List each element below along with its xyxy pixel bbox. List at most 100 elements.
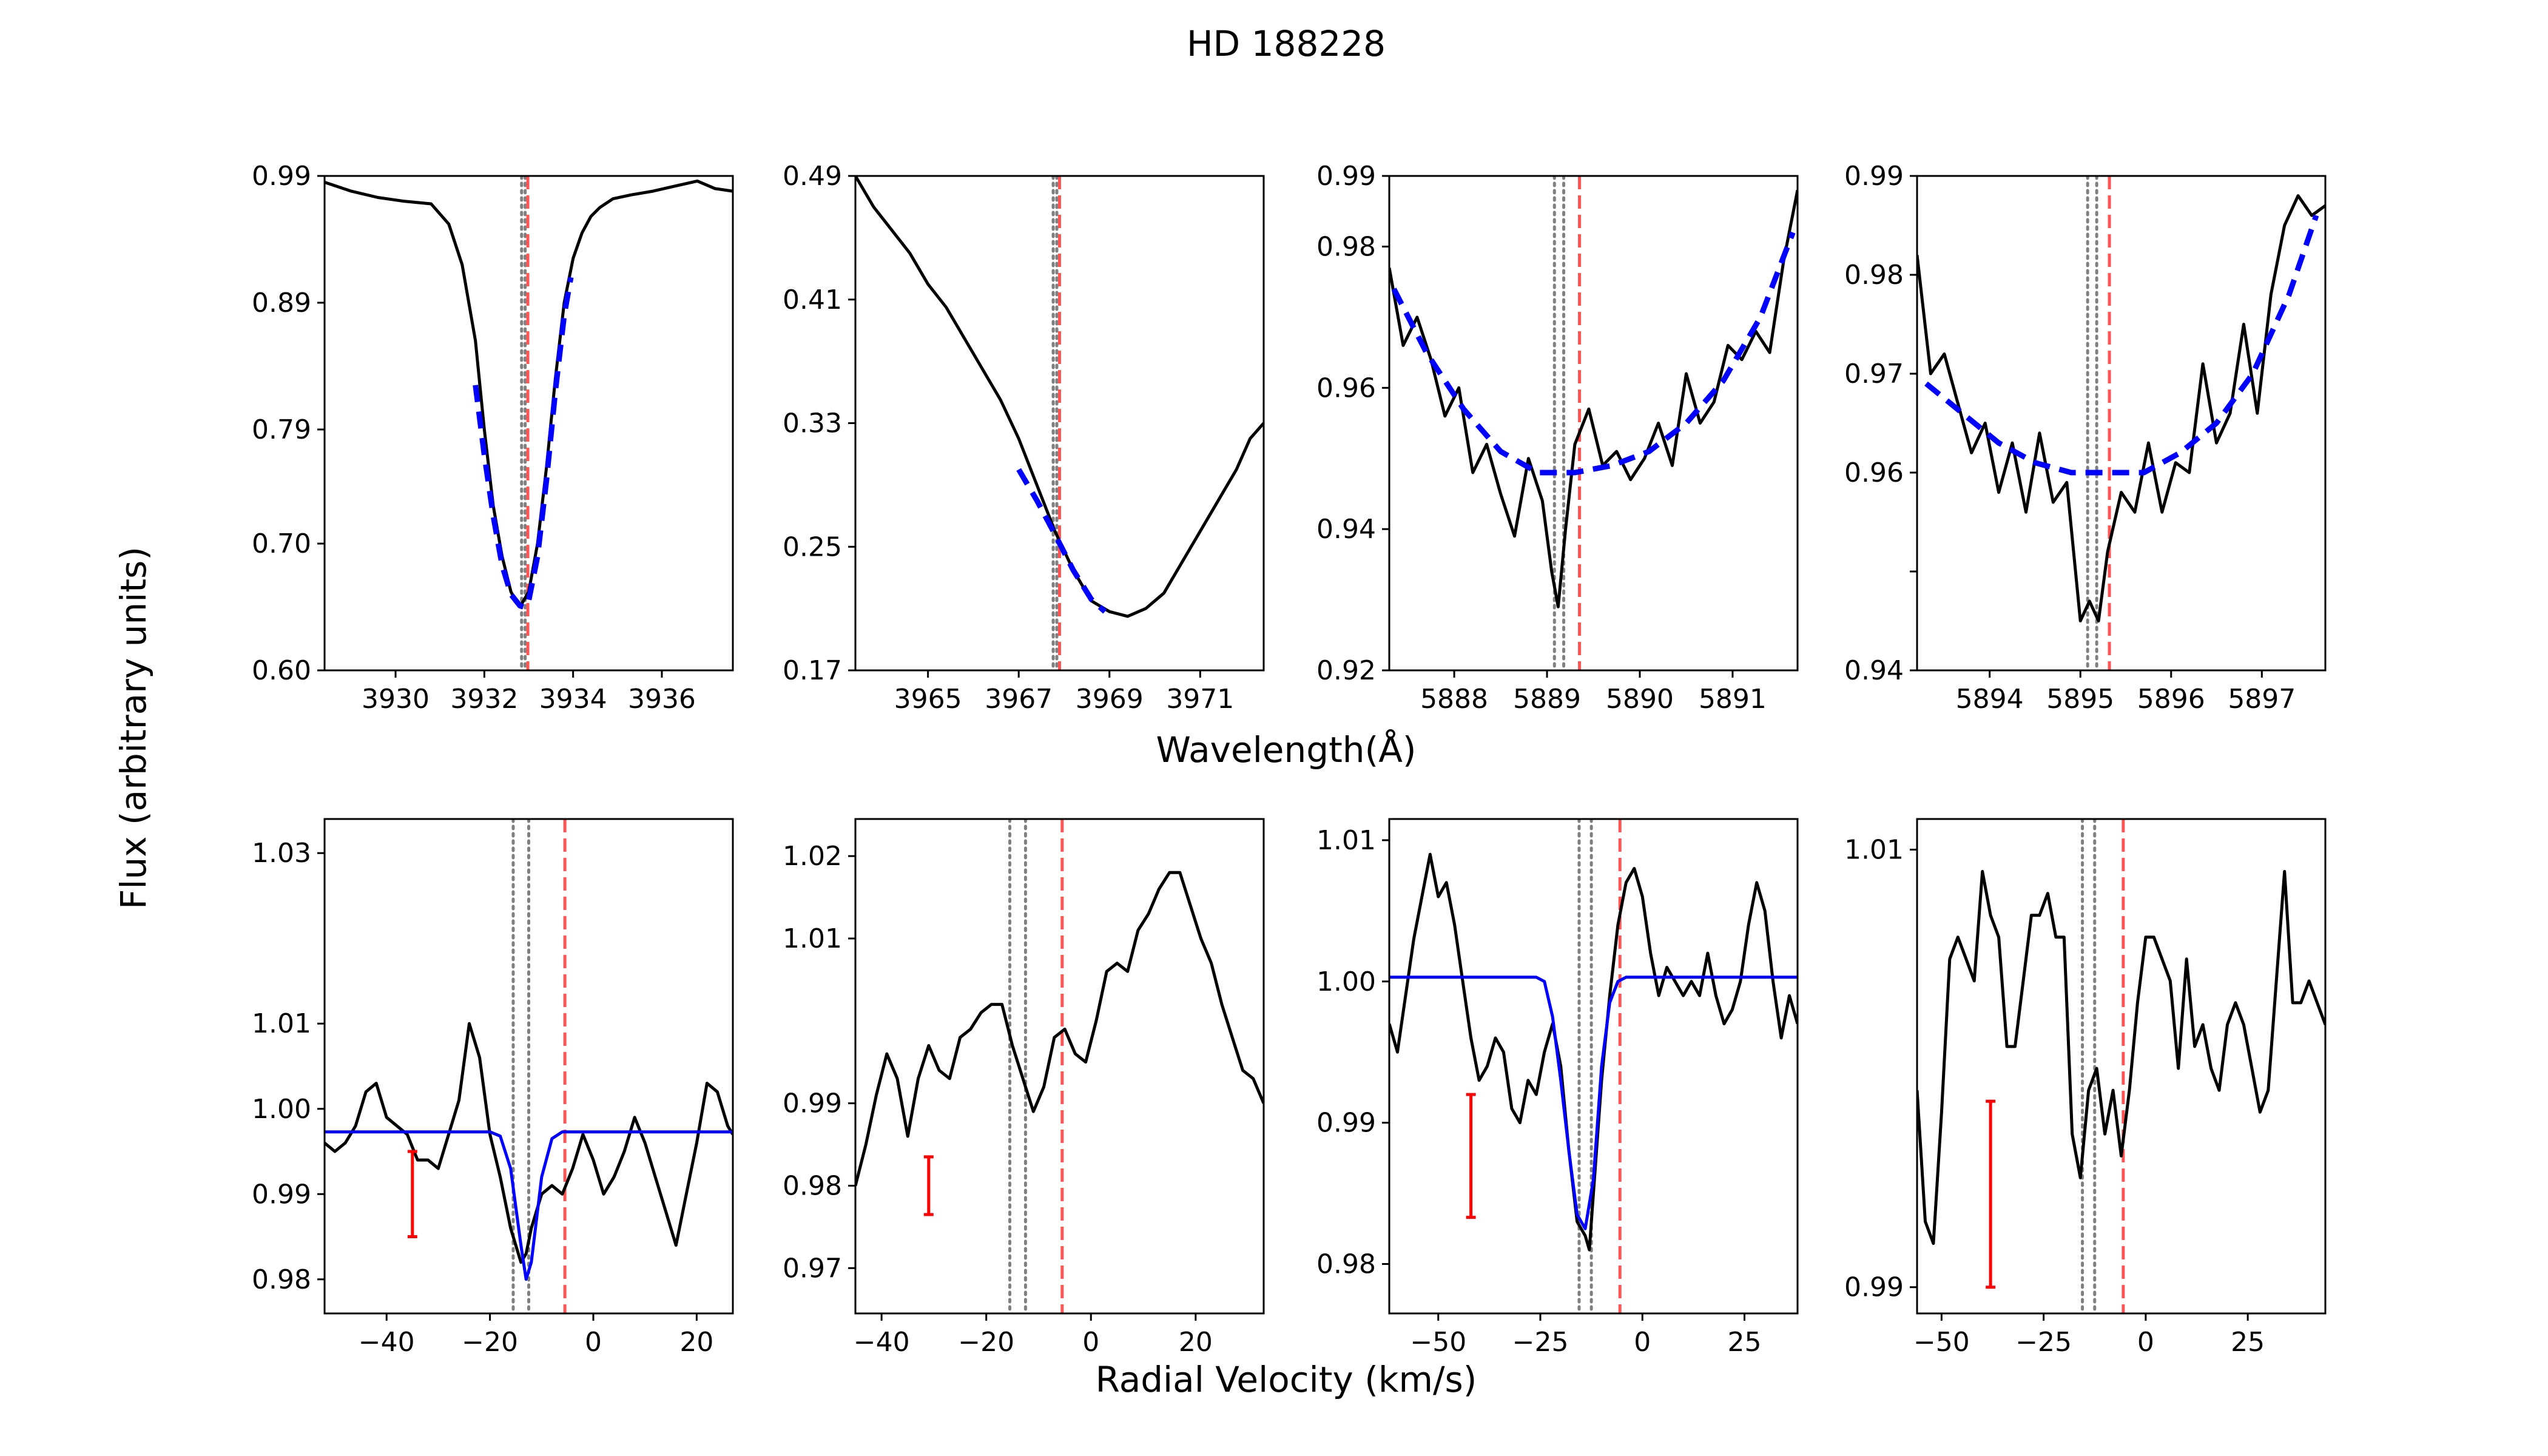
x-tick-label: 20	[679, 1327, 713, 1358]
y-tick-label: 0.33	[783, 408, 842, 439]
x-tick-label: 5888	[1420, 684, 1488, 715]
y-tick-label: 0.99	[1844, 1272, 1904, 1303]
y-tick-label: 0.94	[1844, 655, 1904, 686]
spectrum-line	[1917, 194, 2325, 622]
y-tick-label: 0.89	[252, 288, 311, 318]
spectrum-line	[1917, 870, 2325, 1245]
panel-bottom-1: −40 −20 0 20 0.98 0.99 1.00 1.01 1.03	[252, 818, 734, 1358]
plot-area-bottom-1	[325, 819, 733, 1313]
panels: 3930 3932 3934 3936 0.60 0.70 0.79 0.89 0.99 3965…	[252, 161, 2327, 1358]
axes-frame	[1916, 818, 2327, 1315]
axes-frame	[1916, 175, 2327, 672]
x-tick-label: 3967	[985, 684, 1053, 715]
plot-area-top-3	[1389, 176, 1798, 670]
x-tick-label: 5897	[2228, 684, 2296, 715]
panel-top-4: 5894 5895 5896 5897 0.94 0.96 0.97 0.98 0.99	[1844, 161, 2327, 715]
axes-frame	[323, 818, 734, 1315]
x-tick-label: −50	[1410, 1327, 1466, 1358]
x-tick-label: −20	[462, 1327, 518, 1358]
plot-area-bottom-4	[1917, 819, 2325, 1313]
panel-bottom-3: −50 −25 0 25 0.98 0.99 1.00 1.01	[1316, 818, 1799, 1358]
y-tick-label: 0.17	[783, 655, 842, 686]
y-tick-label: 0.94	[1316, 514, 1376, 545]
x-tick-label: −20	[958, 1327, 1014, 1358]
y-tick-label: 0.98	[252, 1264, 311, 1295]
y-tick-label: 0.25	[783, 531, 842, 562]
y-tick-label: 0.99	[783, 1088, 842, 1119]
bottom-x-axis-title: Radial Velocity (km/s)	[1096, 1359, 1477, 1400]
top-x-axis-title: Wavelength(Å)	[1156, 729, 1417, 770]
x-tick-label: 3936	[628, 684, 696, 715]
y-tick-label: 0.99	[252, 161, 311, 192]
x-tick-label: −25	[2015, 1327, 2072, 1358]
chart-title: HD 188228	[1187, 23, 1386, 64]
spectrum-line	[855, 871, 1264, 1187]
x-tick-label: 5890	[1606, 684, 1674, 715]
y-tick-label: 0.96	[1316, 372, 1376, 403]
plot-area-bottom-2	[855, 819, 1264, 1313]
plot-area-top-1	[325, 176, 733, 670]
fit-line	[1016, 468, 1107, 614]
fit-line	[1924, 214, 2319, 476]
y-tick-label: 1.01	[1316, 825, 1376, 856]
plot-area-top-4	[1917, 176, 2325, 670]
spectrum-line	[1389, 189, 1798, 608]
x-tick-label: 5891	[1699, 684, 1767, 715]
x-tick-label: 3930	[362, 684, 430, 715]
y-tick-label: 1.03	[252, 838, 311, 869]
error-bar	[1986, 1099, 1996, 1289]
y-tick-label: 1.01	[783, 923, 842, 954]
y-axis-title: Flux (arbitrary units)	[113, 547, 154, 909]
x-tick-label: −25	[1512, 1327, 1569, 1358]
y-tick-label: 0.99	[252, 1179, 311, 1210]
y-tick-label: 0.79	[252, 414, 311, 445]
y-tick-label: 0.49	[783, 161, 842, 192]
panel-top-2: 3965 3967 3969 3971 0.17 0.25 0.33 0.41 0.49	[783, 161, 1265, 715]
y-tick-label: 0.99	[1844, 161, 1904, 192]
y-tick-label: 1.01	[1844, 834, 1904, 865]
y-tick-label: 0.60	[252, 655, 311, 686]
y-tick-label: 0.98	[783, 1170, 842, 1201]
y-tick-label: 0.97	[783, 1253, 842, 1284]
x-tick-label: 5896	[2137, 684, 2205, 715]
panel-bottom-2: −40 −20 0 20 0.97 0.98 0.99 1.01 1.02	[783, 818, 1265, 1358]
fit-line	[325, 1130, 733, 1281]
x-tick-label: −50	[1913, 1327, 1970, 1358]
x-tick-label: 3971	[1166, 684, 1234, 715]
x-tick-label: 3969	[1076, 684, 1144, 715]
axes-frame	[1388, 818, 1799, 1315]
y-tick-label: 0.99	[1316, 161, 1376, 192]
panel-bottom-4: −50 −25 0 25 0.99 1.01	[1844, 818, 2327, 1358]
x-tick-label: 0	[2137, 1327, 2154, 1358]
plot-area-bottom-3	[1389, 819, 1798, 1313]
x-tick-label: 0	[585, 1327, 602, 1358]
axes-frame	[1388, 175, 1799, 672]
panel-top-3: 5888 5889 5890 5891 0.92 0.94 0.96 0.98 0.99	[1316, 161, 1799, 715]
x-tick-label: 0	[1634, 1327, 1651, 1358]
axes-frame	[854, 818, 1265, 1315]
x-tick-label: 25	[2231, 1327, 2265, 1358]
y-tick-label: 0.98	[1316, 1249, 1376, 1280]
error-bar	[407, 1150, 417, 1239]
x-tick-label: 5894	[1956, 684, 2024, 715]
y-tick-label: 0.99	[1316, 1108, 1376, 1139]
y-tick-label: 0.70	[252, 528, 311, 559]
x-tick-label: 5895	[2046, 684, 2114, 715]
x-tick-label: 0	[1082, 1327, 1099, 1358]
y-tick-label: 0.41	[783, 285, 842, 315]
spectrum-line	[1389, 852, 1798, 1252]
y-tick-label: 1.00	[252, 1094, 311, 1125]
spectrum-line	[325, 1022, 733, 1264]
error-bar	[923, 1155, 934, 1216]
x-tick-label: 5889	[1513, 684, 1581, 715]
x-tick-label: 3932	[450, 684, 518, 715]
y-tick-label: 0.97	[1844, 359, 1904, 389]
fit-line	[1391, 231, 1796, 476]
axes-frame	[323, 175, 734, 672]
x-tick-label: 3934	[539, 684, 607, 715]
x-tick-label: −40	[854, 1327, 910, 1358]
x-tick-label: 25	[1728, 1327, 1762, 1358]
y-tick-label: 1.02	[783, 841, 842, 872]
